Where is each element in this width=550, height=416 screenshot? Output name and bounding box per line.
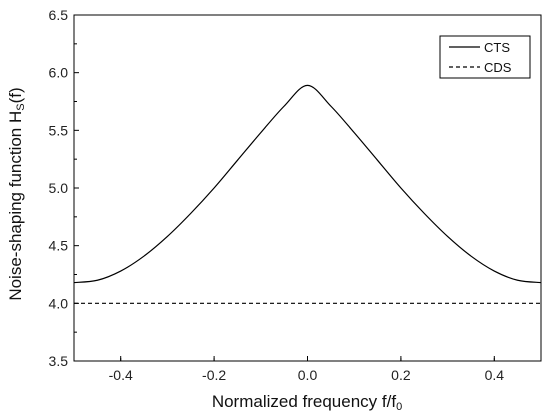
x-tick-label: -0.4 xyxy=(109,367,133,383)
y-tick-label: 6.5 xyxy=(49,7,69,23)
legend-label-cts: CTS xyxy=(484,40,510,55)
x-axis-title: Normalized frequency f/f0 xyxy=(212,392,402,413)
legend: CTS CDS xyxy=(439,35,531,79)
y-tick-label: 5.0 xyxy=(49,180,69,196)
series-line-cts xyxy=(73,84,542,284)
y-tick-label: 6.0 xyxy=(49,65,69,81)
x-tick-label: 0.4 xyxy=(485,367,505,383)
x-tick-label: -0.2 xyxy=(202,367,226,383)
x-tick-label: 0.2 xyxy=(391,367,411,383)
y-tick-label: 3.5 xyxy=(49,353,69,369)
y-tick-label: 4.0 xyxy=(49,295,69,311)
y-axis-title: Noise-shaping function HS(f) xyxy=(6,87,27,300)
y-tick-label: 5.5 xyxy=(49,122,69,138)
legend-label-cds: CDS xyxy=(484,60,512,75)
y-tick-label: 4.5 xyxy=(49,238,69,254)
x-tick-label: 0.0 xyxy=(298,367,318,383)
legend-box xyxy=(439,35,531,79)
plot-series-group xyxy=(73,84,542,304)
axis-ticks: -0.4 -0.2 0.0 0.2 0.4 3.5 4.0 4.5 5.0 5.5 6.0 6.5 xyxy=(49,7,505,383)
